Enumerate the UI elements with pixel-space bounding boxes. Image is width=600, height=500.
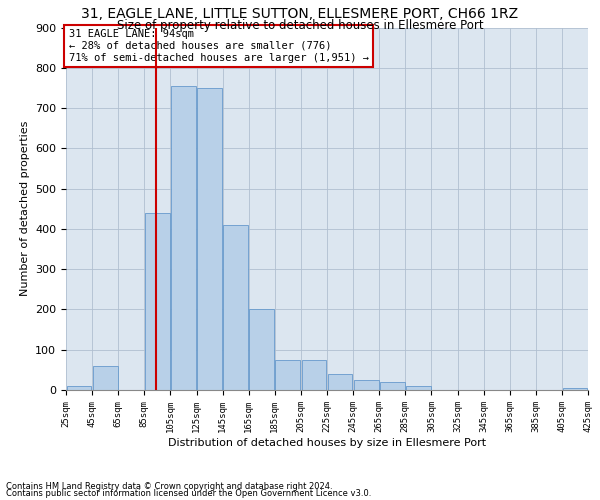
Text: 31, EAGLE LANE, LITTLE SUTTON, ELLESMERE PORT, CH66 1RZ: 31, EAGLE LANE, LITTLE SUTTON, ELLESMERE… xyxy=(82,8,518,22)
Bar xyxy=(563,388,587,390)
Bar xyxy=(145,213,170,390)
Text: Contains public sector information licensed under the Open Government Licence v3: Contains public sector information licen… xyxy=(6,489,371,498)
Bar xyxy=(223,225,248,390)
Text: Size of property relative to detached houses in Ellesmere Port: Size of property relative to detached ho… xyxy=(116,18,484,32)
Bar xyxy=(171,86,196,390)
Bar xyxy=(302,360,326,390)
Bar xyxy=(275,360,300,390)
Text: 31 EAGLE LANE: 94sqm
← 28% of detached houses are smaller (776)
71% of semi-deta: 31 EAGLE LANE: 94sqm ← 28% of detached h… xyxy=(68,30,368,62)
Bar xyxy=(250,310,274,390)
X-axis label: Distribution of detached houses by size in Ellesmere Port: Distribution of detached houses by size … xyxy=(168,438,486,448)
Bar xyxy=(406,386,431,390)
Bar xyxy=(67,386,91,390)
Bar xyxy=(328,374,352,390)
Text: Contains HM Land Registry data © Crown copyright and database right 2024.: Contains HM Land Registry data © Crown c… xyxy=(6,482,332,491)
Bar xyxy=(380,382,404,390)
Bar xyxy=(197,88,222,390)
Bar xyxy=(354,380,379,390)
Bar xyxy=(93,366,118,390)
Y-axis label: Number of detached properties: Number of detached properties xyxy=(20,121,29,296)
